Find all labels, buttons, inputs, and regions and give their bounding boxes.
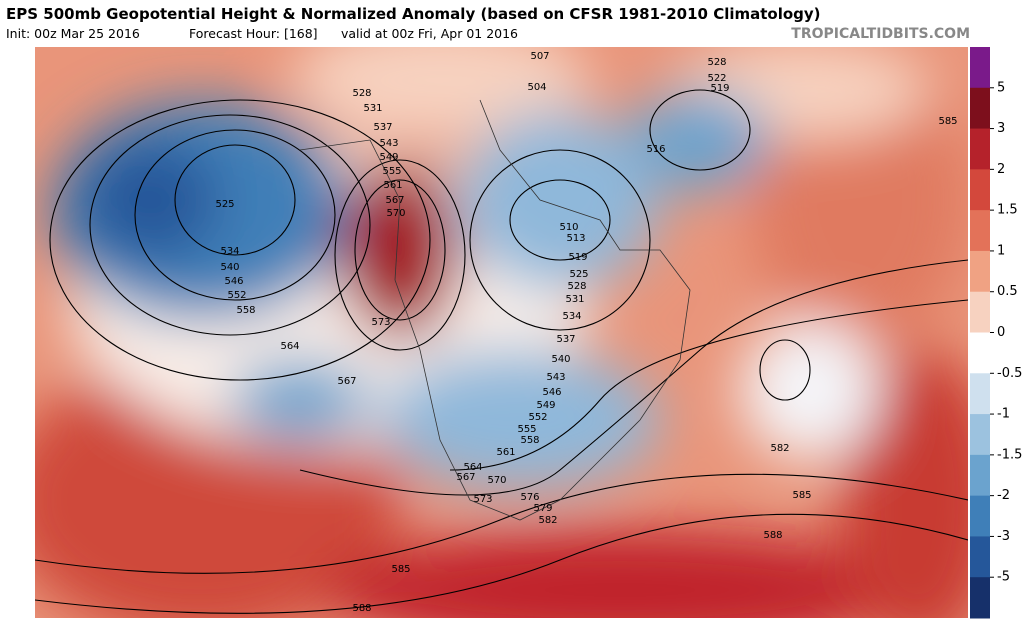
- contour-label: 519: [710, 83, 729, 94]
- contour-label: 525: [215, 199, 234, 210]
- contour-label: 504: [527, 82, 546, 93]
- contour-label: 516: [646, 144, 665, 155]
- contour-label: 567: [456, 472, 475, 483]
- colorbar-segment: [970, 128, 990, 170]
- contour-label: 585: [391, 564, 410, 575]
- contour-label: 543: [379, 138, 398, 149]
- contour-label: 507: [530, 51, 549, 62]
- brand: TROPICALTIDBITS.COM: [791, 26, 970, 42]
- valid-time: valid at 00z Fri, Apr 01 2016: [341, 26, 518, 41]
- contour-label: 570: [487, 475, 506, 486]
- contour-label: 546: [224, 276, 243, 287]
- contour-label: 549: [536, 400, 555, 411]
- init: Init: 00z Mar 25 2016: [6, 26, 140, 41]
- colorbar-segment: [970, 414, 990, 456]
- contour-label: 531: [363, 103, 382, 114]
- contour-label: 525: [569, 269, 588, 280]
- colorbar-label: -1: [997, 407, 1010, 422]
- contour-label: 537: [556, 334, 575, 345]
- contour-label: 573: [371, 317, 390, 328]
- contour-label: 579: [533, 503, 552, 514]
- title: EPS 500mb Geopotential Height & Normaliz…: [6, 5, 821, 23]
- contour-label: 567: [337, 376, 356, 387]
- contour-label: 528: [707, 57, 726, 68]
- forecast-hour: Forecast Hour: [168]: [189, 26, 318, 41]
- contour-label: 558: [520, 435, 539, 446]
- colorbar-segment: [970, 47, 990, 89]
- contour-label: 573: [473, 494, 492, 505]
- colorbar-label: -5: [997, 570, 1010, 585]
- contour-label: 558: [236, 305, 255, 316]
- contour-label: 519: [568, 252, 587, 263]
- colorbar-segment: [970, 169, 990, 211]
- contour-label: 588: [352, 603, 371, 614]
- contour-label: 582: [770, 443, 789, 454]
- contour-label: 537: [373, 122, 392, 133]
- contour-label: 567: [385, 195, 404, 206]
- contour-label: 582: [538, 515, 557, 526]
- colorbar-label: 3: [997, 121, 1005, 136]
- colorbar-label: 0.5: [997, 284, 1018, 299]
- contour-label: 585: [938, 116, 957, 127]
- contour-label: 555: [382, 166, 401, 177]
- colorbar-segment: [970, 332, 990, 374]
- contour-label: 588: [763, 530, 782, 541]
- contour-label: 552: [227, 290, 246, 301]
- contour-label: 552: [528, 412, 547, 423]
- contour-label: 543: [546, 372, 565, 383]
- contour-label: 513: [566, 233, 585, 244]
- contour-label: 528: [352, 88, 371, 99]
- contour-label: 561: [383, 180, 402, 191]
- colorbar-segment: [970, 373, 990, 415]
- colorbar-label: -2: [997, 488, 1010, 503]
- contour-label: 534: [220, 246, 239, 257]
- map: [35, 47, 968, 618]
- contour-label: 528: [567, 281, 586, 292]
- contour-label: 555: [517, 424, 536, 435]
- contour-label: 522: [707, 73, 726, 84]
- contour-label: 546: [542, 387, 561, 398]
- contour-label: 564: [463, 462, 482, 473]
- colorbar-label: -3: [997, 529, 1010, 544]
- colorbar-segment: [970, 210, 990, 252]
- colorbar-segment: [970, 250, 990, 293]
- colorbar-label: -0.5: [997, 366, 1022, 381]
- contour-label: 570: [386, 208, 405, 219]
- contour-label: 564: [280, 341, 299, 352]
- colorbar-label: -1.5: [997, 447, 1022, 462]
- colorbar-segment: [970, 577, 990, 619]
- colorbar-segment: [970, 495, 990, 537]
- colorbar-label: 0: [997, 325, 1005, 340]
- contour-label: 534: [562, 311, 581, 322]
- contour-label: 540: [551, 354, 570, 365]
- colorbar-segment: [970, 291, 990, 333]
- contour-label: 549: [379, 152, 398, 163]
- colorbar-label: 5: [997, 80, 1005, 95]
- colorbar-segment: [970, 87, 990, 130]
- colorbar-label: 1: [997, 243, 1005, 258]
- contour-label: 510: [559, 222, 578, 233]
- colorbar-label: 2: [997, 162, 1005, 177]
- colorbar-segment: [970, 536, 990, 578]
- colorbar-label: 1.5: [997, 203, 1018, 218]
- contour-label: 531: [565, 294, 584, 305]
- contour-label: 561: [496, 447, 515, 458]
- colorbar-segment: [970, 454, 990, 497]
- contour-label: 585: [792, 490, 811, 501]
- contour-label: 540: [220, 262, 239, 273]
- contour-label: 576: [520, 492, 539, 503]
